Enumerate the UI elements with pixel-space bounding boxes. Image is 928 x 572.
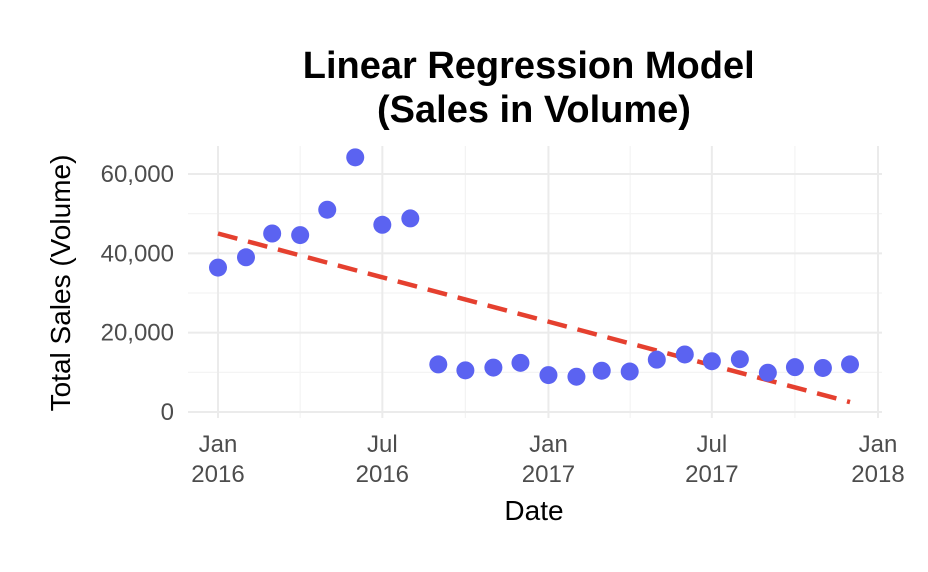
x-axis-title: Date — [504, 495, 563, 526]
y-axis-ticks: 0 20,000 40,000 60,000 — [101, 161, 174, 426]
regression-line — [217, 231, 851, 405]
x-tick-label: Jan 2017 — [522, 431, 575, 488]
data-point — [484, 358, 503, 377]
data-point — [373, 215, 392, 234]
data-points — [209, 148, 860, 386]
data-point — [511, 353, 530, 372]
y-tick-label: 60,000 — [101, 161, 174, 188]
data-point — [758, 363, 777, 382]
data-point — [456, 361, 475, 380]
y-tick-label: 0 — [161, 399, 174, 426]
regression-line-layer — [217, 231, 851, 405]
x-axis-ticks: Jan 2016 Jul 2016 Jan 2017 Jul 2017 Jan 2018 — [191, 431, 904, 488]
data-point — [318, 200, 337, 219]
data-point — [841, 355, 860, 374]
y-axis-title: Total Sales (Volume) — [45, 155, 76, 412]
data-point — [567, 367, 586, 386]
grid — [188, 146, 882, 418]
data-point — [429, 355, 448, 374]
data-point — [539, 366, 558, 385]
data-point — [702, 352, 721, 371]
data-point — [291, 226, 310, 245]
data-point — [236, 248, 255, 267]
x-tick-label: Jan 2016 — [191, 431, 244, 488]
data-point — [730, 350, 749, 369]
y-tick-label: 20,000 — [101, 320, 174, 347]
x-tick-label: Jan 2018 — [851, 431, 904, 488]
data-point — [785, 358, 804, 377]
data-point — [401, 209, 420, 228]
data-point — [620, 362, 639, 381]
data-point — [263, 224, 282, 243]
y-tick-label: 40,000 — [101, 240, 174, 267]
data-point — [647, 350, 666, 369]
data-point — [813, 358, 832, 377]
x-tick-label: Jul 2016 — [356, 431, 409, 488]
data-point — [346, 148, 365, 167]
data-point — [675, 345, 694, 364]
chart-title-line-1: Linear Regression Model — [303, 45, 755, 87]
data-point — [592, 361, 611, 380]
chart-title: Linear Regression Model (Sales in Volume… — [303, 45, 765, 131]
chart-title-line-2: (Sales in Volume) — [377, 89, 691, 131]
data-point — [209, 258, 227, 277]
x-tick-label: Jul 2017 — [685, 431, 738, 488]
